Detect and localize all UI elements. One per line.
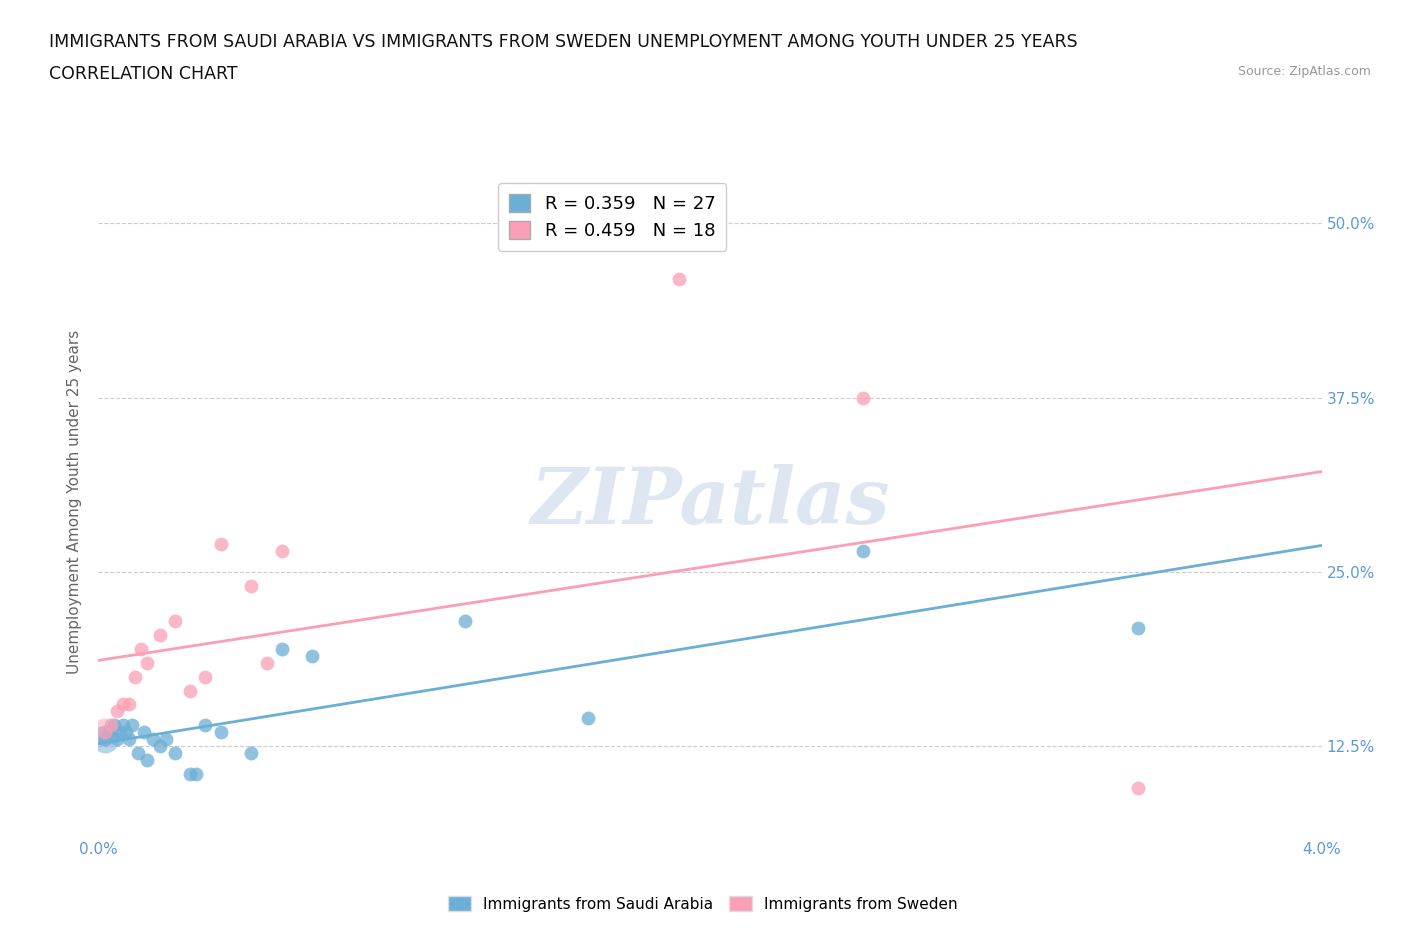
Point (179, 766, 201, 781)
Point (301, 648, 323, 663)
Point (136, 656, 159, 671)
Point (1128, 620, 1150, 635)
Legend: Immigrants from Saudi Arabia, Immigrants from Sweden: Immigrants from Saudi Arabia, Immigrants… (443, 889, 963, 918)
Point (852, 391, 875, 405)
Point (1128, 781, 1150, 796)
Point (118, 732, 141, 747)
Point (136, 753, 159, 768)
Point (852, 544, 875, 559)
Point (115, 725, 138, 740)
Point (108, 725, 131, 740)
Y-axis label: Unemployment Among Youth under 25 years: Unemployment Among Youth under 25 years (67, 330, 83, 674)
Point (209, 725, 232, 740)
Point (240, 578, 263, 593)
Point (129, 642, 152, 657)
Point (103, 718, 125, 733)
Point (163, 614, 186, 629)
Text: ZIPatlas: ZIPatlas (530, 464, 890, 540)
Point (127, 746, 149, 761)
Point (93, 732, 115, 747)
Point (124, 670, 146, 684)
Point (121, 718, 143, 733)
Point (256, 656, 278, 671)
Point (155, 732, 177, 747)
Point (209, 537, 232, 551)
Point (97, 725, 120, 740)
Point (149, 628, 172, 643)
Point (454, 614, 477, 629)
Point (105, 704, 128, 719)
Text: Source: ZipAtlas.com: Source: ZipAtlas.com (1237, 65, 1371, 78)
Point (149, 739, 172, 754)
Point (100, 718, 122, 733)
Text: IMMIGRANTS FROM SAUDI ARABIA VS IMMIGRANTS FROM SWEDEN UNEMPLOYMENT AMONG YOUTH : IMMIGRANTS FROM SAUDI ARABIA VS IMMIGRAN… (49, 33, 1078, 50)
Point (111, 718, 134, 733)
Point (93, 725, 115, 740)
Point (111, 698, 134, 712)
Point (142, 732, 165, 747)
Point (186, 766, 208, 781)
Point (270, 544, 294, 559)
Point (668, 272, 690, 286)
Point (179, 684, 201, 698)
Point (163, 746, 186, 761)
Point (134, 725, 156, 740)
Point (118, 698, 141, 712)
Point (270, 642, 294, 657)
Point (105, 732, 128, 747)
Text: CORRELATION CHART: CORRELATION CHART (49, 65, 238, 83)
Point (576, 711, 599, 726)
Point (93, 725, 115, 740)
Point (93, 732, 115, 747)
Point (194, 670, 217, 684)
Legend: R = 0.359   N = 27, R = 0.459   N = 18: R = 0.359 N = 27, R = 0.459 N = 18 (498, 183, 727, 251)
Point (240, 746, 263, 761)
Point (194, 718, 217, 733)
